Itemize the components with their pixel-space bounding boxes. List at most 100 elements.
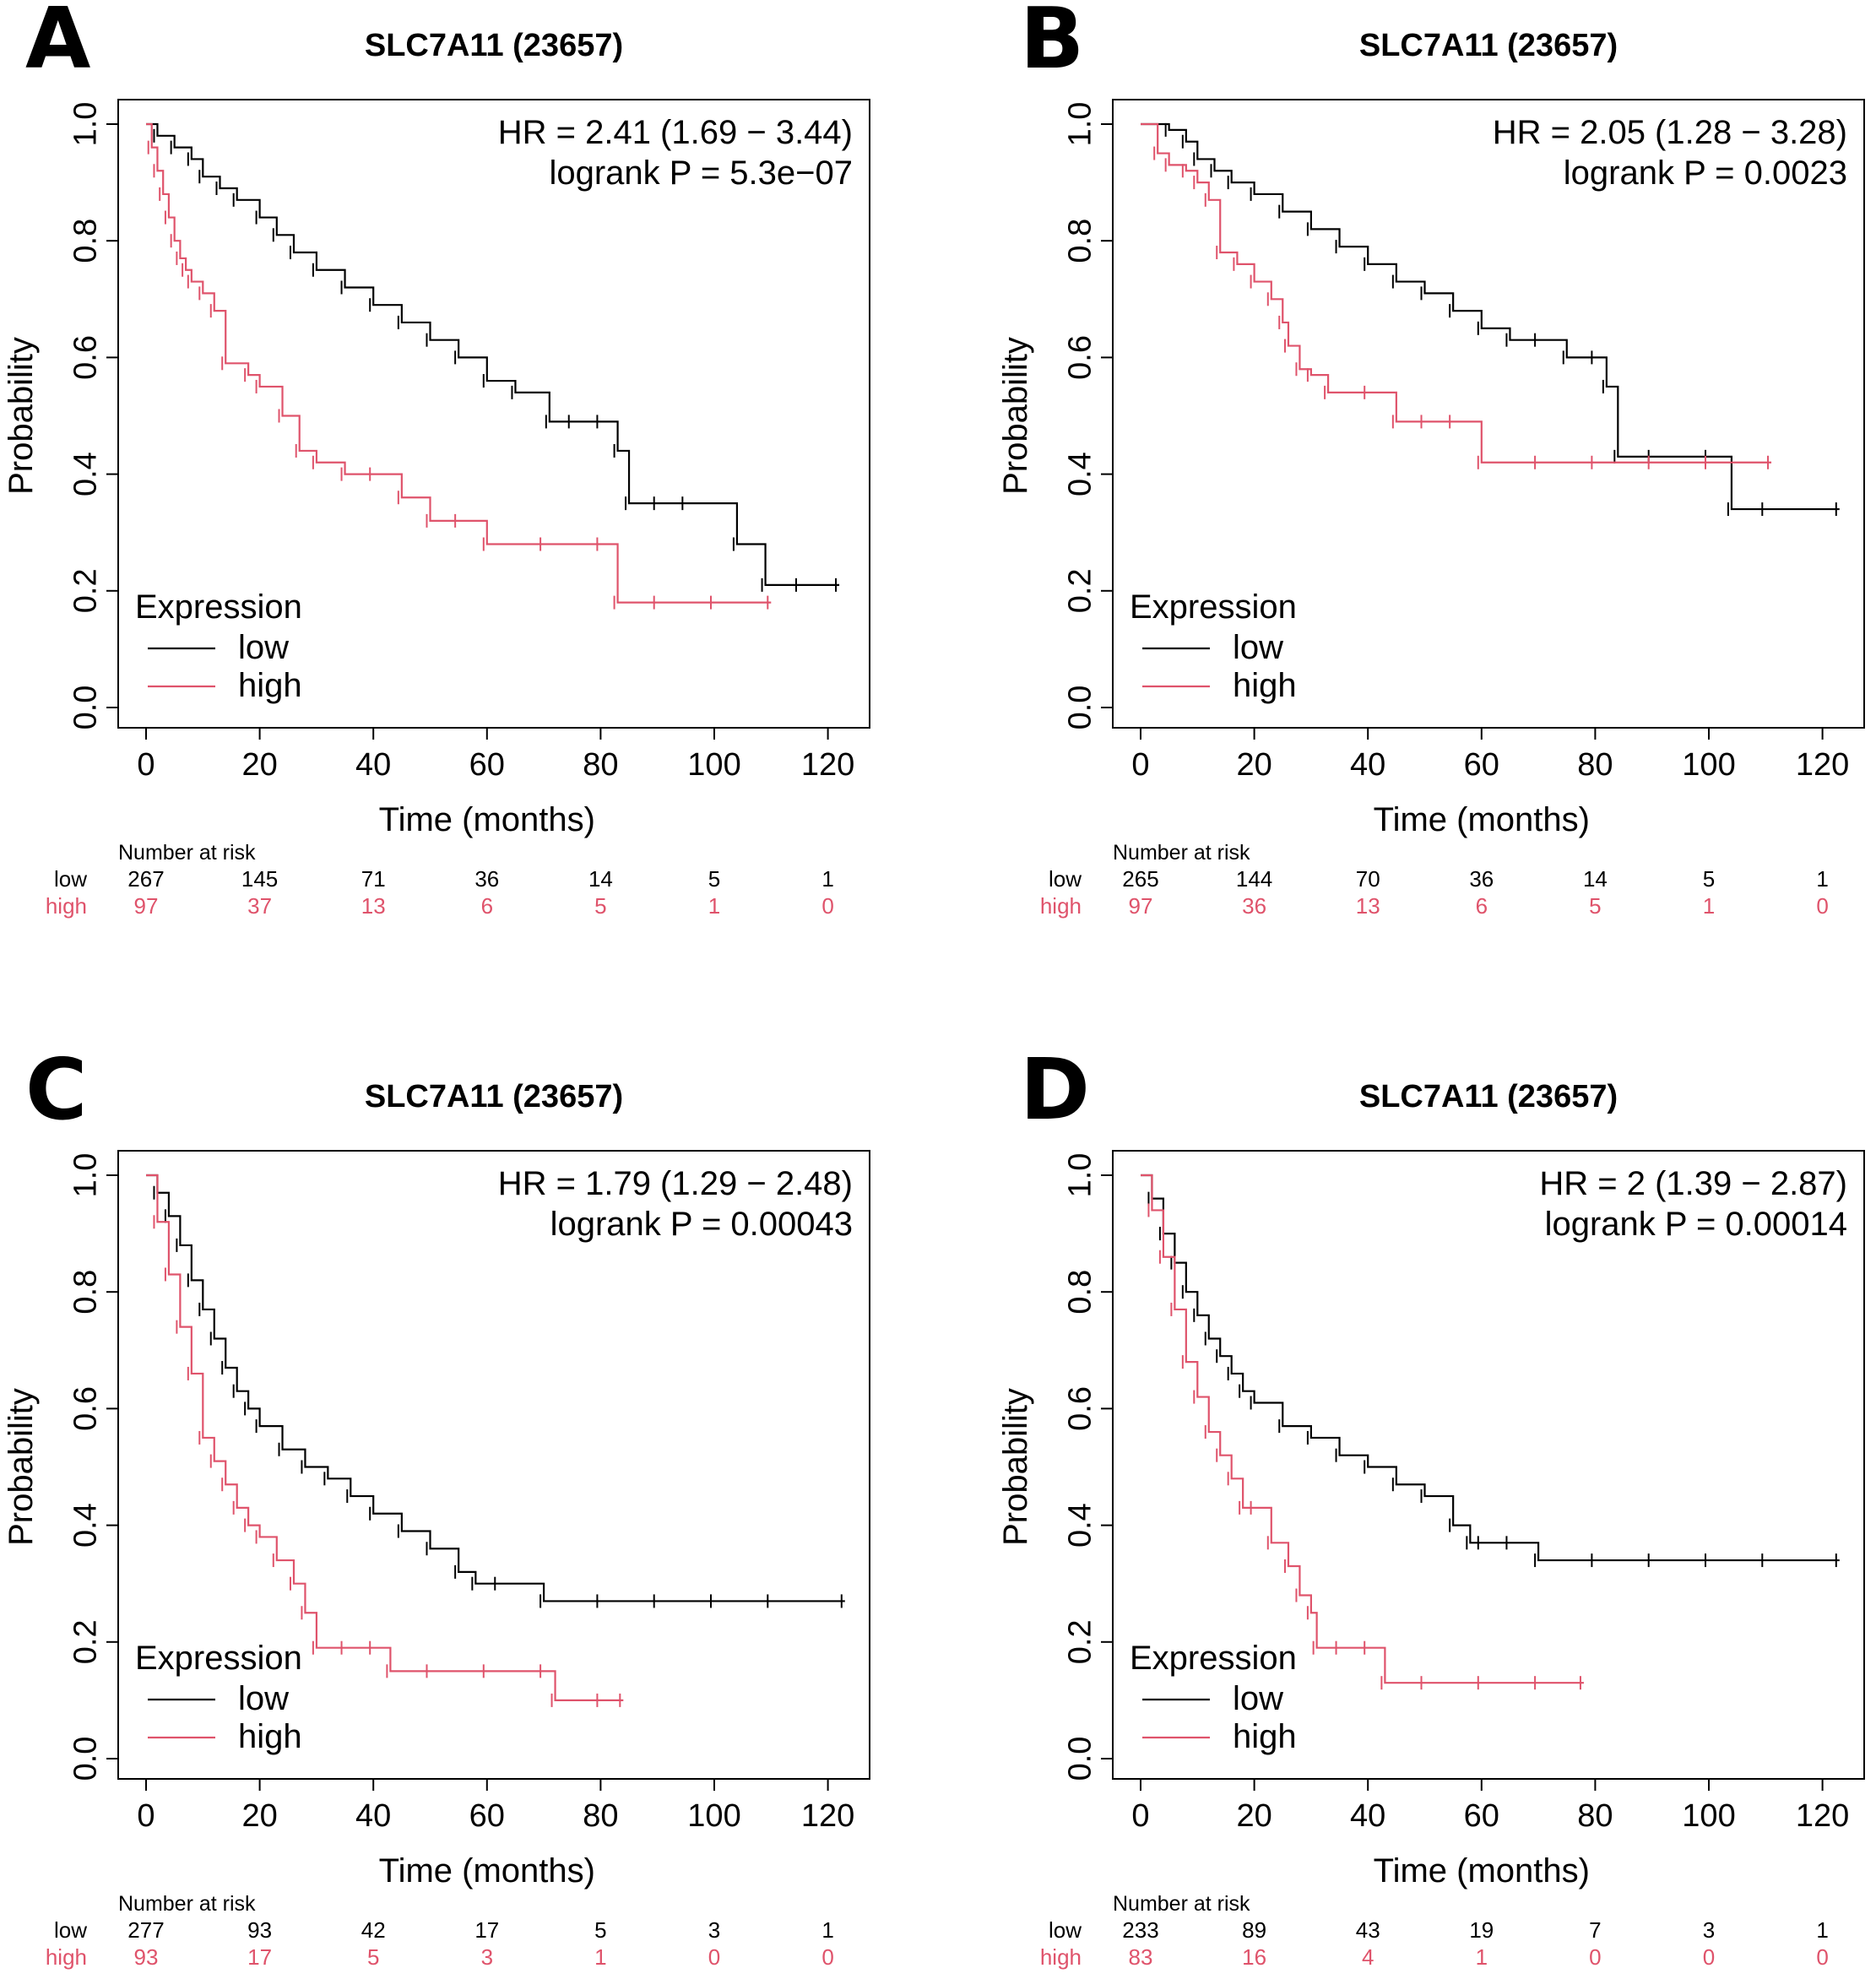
risk-value-low: 1	[821, 1917, 833, 1943]
y-tick-label: 0.8	[1062, 1270, 1098, 1315]
chart-title: SLC7A11 (23657)	[365, 28, 623, 63]
x-axis-label: Time (months)	[379, 801, 595, 838]
x-tick-label: 80	[583, 747, 618, 783]
x-tick-label: 60	[469, 1798, 505, 1834]
risk-value-high: 83	[1129, 1944, 1153, 1970]
x-tick-label: 60	[469, 747, 505, 783]
risk-value-high: 6	[481, 893, 493, 919]
risk-value-high: 1	[708, 893, 720, 919]
plot-frame	[1112, 99, 1865, 729]
panel-letter: A	[25, 0, 90, 88]
hr-annotation: HR = 1.79 (1.29 − 2.48)	[498, 1165, 853, 1202]
y-tick-label: 0.4	[1062, 452, 1098, 496]
risk-value-low: 3	[708, 1917, 720, 1943]
legend-label-high: high	[1233, 667, 1297, 704]
y-tick-label: 1.0	[68, 102, 103, 147]
risk-value-low: 43	[1356, 1917, 1380, 1943]
km-curve-low	[1141, 1174, 1840, 1562]
y-axis-label: Probability	[3, 1388, 40, 1546]
logrank-annotation: logrank P = 0.0023	[1564, 155, 1847, 192]
x-axis: 0 20 40 60 80 100 120 Time (months)	[1131, 727, 1849, 838]
logrank-annotation: logrank P = 0.00014	[1545, 1206, 1847, 1243]
x-tick-label: 120	[1796, 1798, 1849, 1834]
x-tick-label: 100	[1682, 747, 1735, 783]
risk-value-high: 5	[367, 1944, 379, 1970]
x-axis-label: Time (months)	[379, 1852, 595, 1890]
y-tick-label: 0.8	[68, 219, 103, 263]
y-tick-label: 0.0	[68, 686, 103, 730]
risk-value-high: 6	[1476, 893, 1488, 919]
x-tick-label: 40	[1350, 1798, 1385, 1834]
y-tick-label: 0.2	[1062, 1619, 1098, 1664]
risk-row-label-low: low	[54, 866, 87, 892]
y-tick-label: 0.6	[68, 335, 103, 380]
risk-value-low: 5	[594, 1917, 606, 1943]
risk-value-high: 0	[821, 1944, 833, 1970]
risk-row-label-low: low	[1049, 866, 1082, 892]
panel-letter: D	[1020, 1040, 1090, 1139]
y-tick-label: 0.0	[1062, 686, 1098, 730]
x-tick-label: 0	[137, 747, 155, 783]
y-tick-label: 0.6	[1062, 1386, 1098, 1431]
risk-value-low: 89	[1242, 1917, 1266, 1943]
risk-value-high: 97	[1129, 893, 1153, 919]
x-tick-label: 60	[1464, 1798, 1499, 1834]
km-curve-high	[146, 1174, 624, 1701]
y-tick-label: 1.0	[68, 1153, 103, 1198]
x-tick-label: 100	[687, 1798, 740, 1834]
x-axis: 0 20 40 60 80 100 120 Time (months)	[1131, 1778, 1849, 1890]
chart-title: SLC7A11 (23657)	[1359, 28, 1618, 63]
risk-value-high: 0	[1816, 1944, 1828, 1970]
risk-value-high: 0	[1703, 1944, 1715, 1970]
chart-title: SLC7A11 (23657)	[365, 1079, 623, 1114]
risk-value-low: 1	[1816, 1917, 1828, 1943]
x-tick-label: 20	[241, 747, 277, 783]
risk-value-high: 13	[361, 893, 386, 919]
risk-value-high: 0	[1589, 1944, 1601, 1970]
risk-row-label-low: low	[1049, 1917, 1082, 1943]
risk-value-low: 14	[1583, 866, 1608, 892]
x-tick-label: 20	[241, 1798, 277, 1834]
risk-value-high: 17	[247, 1944, 272, 1970]
risk-table-header: Number at risk	[118, 1892, 256, 1916]
risk-value-low: 5	[1703, 866, 1715, 892]
logrank-annotation: logrank P = 0.00043	[550, 1206, 853, 1243]
y-tick-label: 0.2	[68, 568, 103, 613]
legend-label-low: low	[238, 1680, 289, 1717]
risk-value-low: 42	[361, 1917, 386, 1943]
legend-label-high: high	[238, 1718, 302, 1755]
risk-value-low: 17	[474, 1917, 499, 1943]
x-tick-label: 0	[137, 1798, 155, 1834]
chart-title: SLC7A11 (23657)	[1359, 1079, 1618, 1114]
y-tick-label: 1.0	[1062, 102, 1098, 147]
risk-value-low: 70	[1356, 866, 1380, 892]
x-tick-label: 80	[1577, 747, 1613, 783]
km-curve-high	[1141, 1174, 1584, 1684]
plot-frame	[1112, 1150, 1865, 1780]
x-axis-label: Time (months)	[1374, 1852, 1590, 1890]
x-tick-label: 120	[1796, 747, 1849, 783]
km-curve-low	[146, 1174, 845, 1602]
x-tick-label: 40	[355, 1798, 391, 1834]
y-tick-label: 0.8	[1062, 219, 1098, 263]
risk-value-high: 13	[1356, 893, 1380, 919]
y-tick-label: 0.6	[68, 1386, 103, 1431]
risk-value-low: 7	[1589, 1917, 1601, 1943]
x-tick-label: 0	[1131, 1798, 1149, 1834]
legend-title: Expression	[1130, 588, 1297, 626]
y-tick-label: 0.0	[1062, 1737, 1098, 1781]
panel-letter: C	[25, 1040, 87, 1139]
risk-value-low: 3	[1703, 1917, 1715, 1943]
plot-frame	[117, 99, 870, 729]
km-curve-high	[1141, 122, 1772, 464]
risk-row-label-high: high	[46, 1944, 87, 1970]
risk-row-label-low: low	[54, 1917, 87, 1943]
